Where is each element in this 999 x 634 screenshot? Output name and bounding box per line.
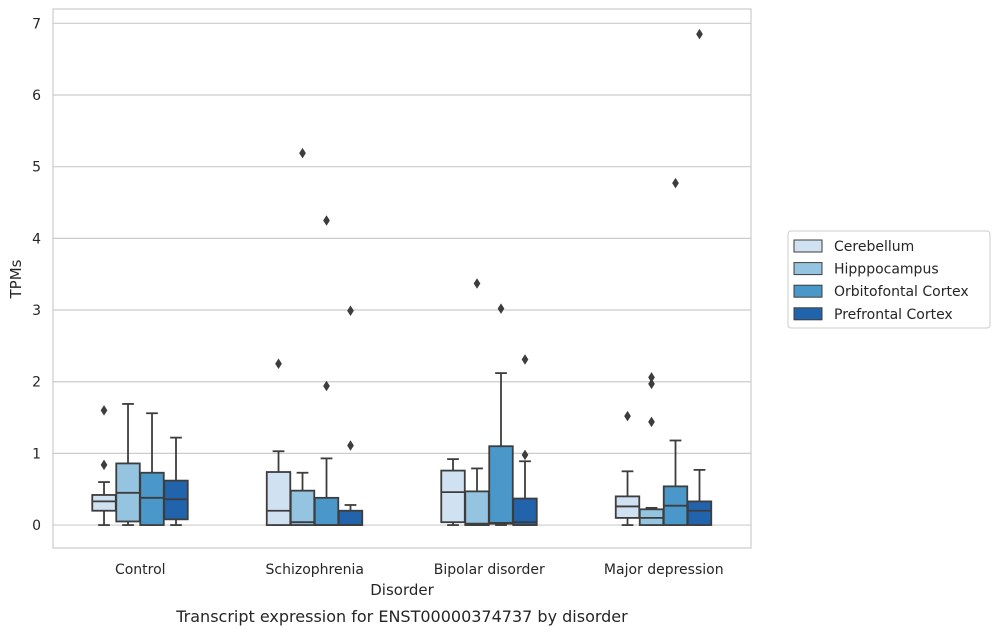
- outlier-point: [648, 378, 655, 390]
- y-tick-label: 7: [32, 16, 41, 32]
- y-tick-labels: 0 1 2 3 4 5 6 7: [32, 16, 41, 534]
- outlier-point: [100, 459, 108, 471]
- outlier-point: [497, 303, 505, 314]
- box: [337, 509, 364, 526]
- outlier-point: [521, 354, 529, 365]
- y-tick-label: 4: [32, 231, 41, 247]
- legend-frame: [787, 230, 991, 329]
- box: [512, 497, 538, 526]
- box-prefrontal-cortex: [512, 354, 538, 526]
- outlier-point: [624, 410, 631, 422]
- box: [464, 490, 490, 526]
- outlier-point: [672, 177, 679, 189]
- box-prefrontal-cortex: [163, 436, 189, 526]
- x-tick-label: Control: [115, 562, 166, 578]
- y-tick-label: 0: [32, 518, 41, 534]
- y-tick-label: 3: [32, 303, 41, 319]
- box-cerebellum: [614, 410, 641, 526]
- outlier-point: [648, 372, 655, 383]
- outlier-point: [299, 147, 306, 159]
- y-tick-label: 5: [32, 160, 41, 176]
- legend: Cerebellum Hipppocampus Orbitofontal Corte…: [787, 230, 991, 329]
- outlier-point: [275, 358, 282, 370]
- legend-swatch: [793, 239, 823, 253]
- legend-label: Cerebellum: [834, 239, 914, 255]
- x-tick-label: Schizophrenia: [266, 562, 364, 578]
- box: [440, 469, 466, 524]
- box: [289, 489, 316, 526]
- box-orbitofontal-cortex: [313, 215, 340, 526]
- outlier-point: [323, 380, 330, 392]
- y-tick-label: 2: [32, 375, 41, 391]
- legend-swatch: [793, 262, 823, 276]
- box-hipppocampus: [638, 372, 665, 526]
- box-prefrontal-cortex: [337, 305, 364, 526]
- legend-label: Prefrontal Cortex: [834, 307, 953, 323]
- box-cerebellum: [91, 405, 117, 526]
- outlier-point: [473, 278, 481, 289]
- x-tick-label: Bipolar disorder: [434, 562, 545, 578]
- outlier-point: [323, 215, 330, 226]
- chart-caption: Transcript expression for ENST0000037473…: [175, 607, 628, 626]
- box: [91, 494, 117, 512]
- plot-area: [53, 9, 751, 548]
- y-tick-label: 1: [32, 446, 41, 462]
- x-axis-label: Disorder: [370, 581, 434, 599]
- x-tick-labels: Control Schizophrenia Bipolar disorder Majo…: [115, 562, 724, 578]
- legend-swatch: [793, 307, 823, 321]
- outlier-point: [521, 449, 529, 461]
- outlier-point: [100, 405, 108, 416]
- box: [313, 496, 340, 526]
- plot-frame: [52, 8, 752, 549]
- box: [139, 471, 165, 526]
- outlier-point: [696, 28, 703, 40]
- legend-swatch: [793, 284, 823, 298]
- box-orbitofontal-cortex: [488, 303, 514, 526]
- box-prefrontal-cortex: [686, 28, 713, 526]
- outlier-point: [347, 440, 354, 451]
- y-axis-label: TPMs: [7, 259, 25, 299]
- box-orbitofontal-cortex: [139, 412, 165, 526]
- legend-label: Hipppocampus: [834, 262, 939, 278]
- outlier-point: [347, 305, 354, 317]
- x-tick-label: Major depression: [604, 562, 724, 578]
- box: [488, 445, 514, 525]
- box: [265, 471, 292, 526]
- legend-label: Orbitofontal Cortex: [834, 284, 969, 300]
- box-orbitofontal-cortex: [662, 177, 689, 526]
- y-tick-label: 6: [32, 88, 41, 104]
- y-gridlines: [53, 22, 751, 526]
- outlier-point: [648, 416, 655, 428]
- box: [686, 500, 713, 526]
- box-plots: [91, 28, 713, 526]
